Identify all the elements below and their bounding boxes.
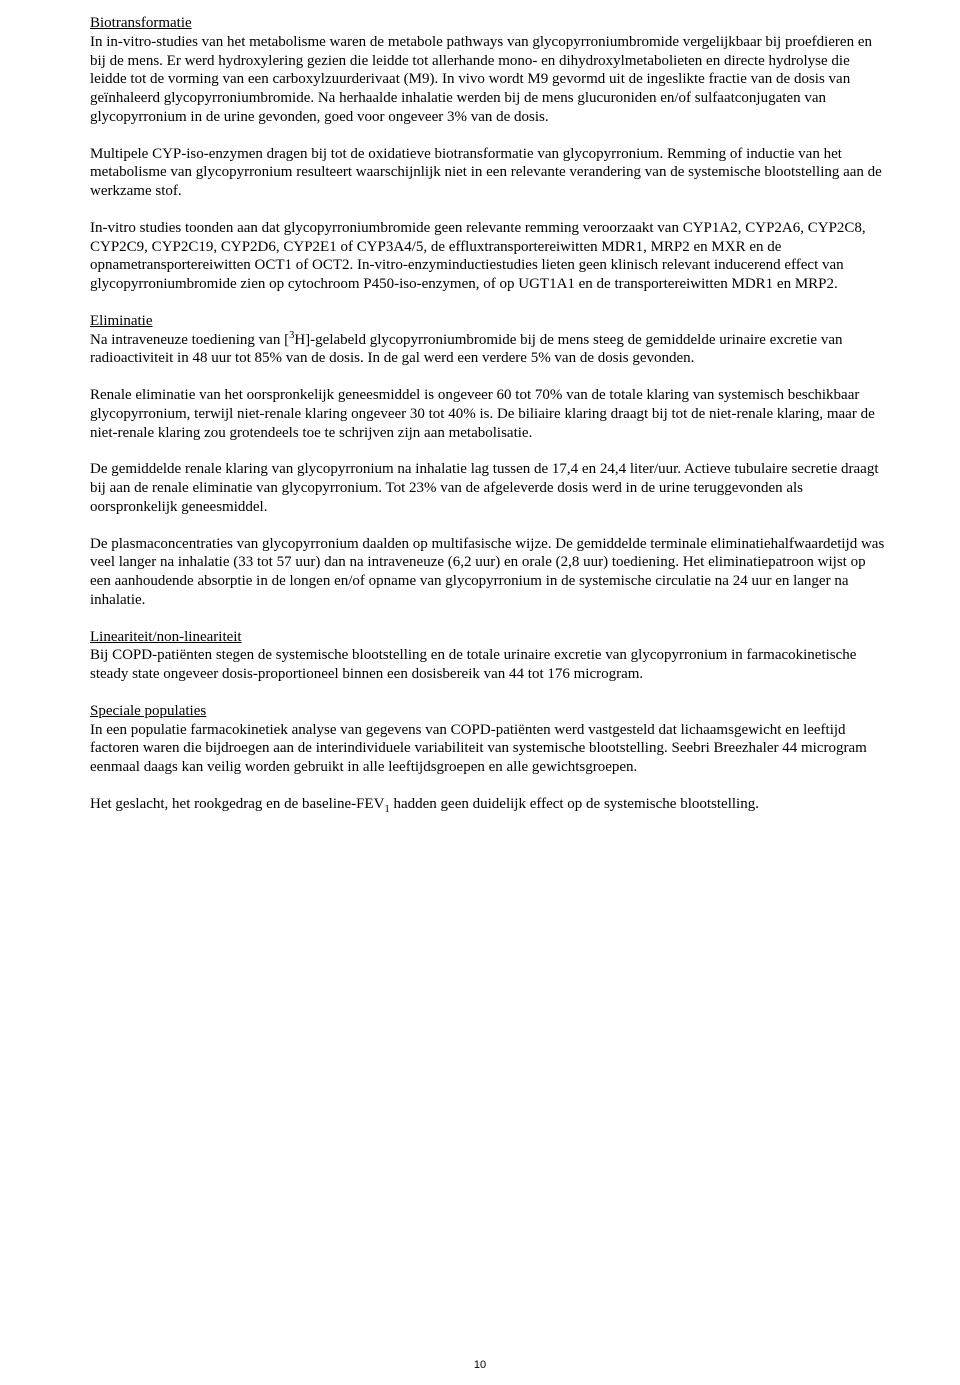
paragraph-biotransformatie-1: Biotransformatie In in-vitro-studies van… [90,14,890,127]
text-biotransformatie-p2: Multipele CYP-iso-enzymen dragen bij tot… [90,146,882,200]
text-eliminatie-p4: De plasmaconcentraties van glycopyrroniu… [90,536,884,608]
text-speciale-p2-pre: Het geslacht, het rookgedrag en de basel… [90,796,384,812]
text-biotransformatie-p3: In-vitro studies toonden aan dat glycopy… [90,220,866,292]
text-lineariteit-p1: Bij COPD-patiënten stegen de systemische… [90,647,856,682]
text-speciale-p1: In een populatie farmacokinetiek analyse… [90,722,867,776]
heading-eliminatie: Eliminatie [90,313,152,329]
paragraph-eliminatie-4: De plasmaconcentraties van glycopyrroniu… [90,535,890,610]
paragraph-biotransformatie-3: In-vitro studies toonden aan dat glycopy… [90,219,890,294]
paragraph-eliminatie-1: Eliminatie Na intraveneuze toediening va… [90,312,890,368]
paragraph-speciale-1: Speciale populaties In een populatie far… [90,702,890,777]
paragraph-speciale-2: Het geslacht, het rookgedrag en de basel… [90,795,890,814]
paragraph-lineariteit: Lineariteit/non-lineariteit Bij COPD-pat… [90,628,890,684]
paragraph-biotransformatie-2: Multipele CYP-iso-enzymen dragen bij tot… [90,145,890,201]
page-number: 10 [474,1359,486,1373]
paragraph-eliminatie-2: Renale eliminatie van het oorspronkelijk… [90,386,890,442]
heading-biotransformatie: Biotransformatie [90,15,192,31]
text-eliminatie-p3: De gemiddelde renale klaring van glycopy… [90,461,878,515]
paragraph-eliminatie-3: De gemiddelde renale klaring van glycopy… [90,460,890,516]
text-eliminatie-p2: Renale eliminatie van het oorspronkelijk… [90,387,875,441]
text-speciale-p2-post: hadden geen duidelijk effect op de syste… [390,796,759,812]
heading-speciale: Speciale populaties [90,703,206,719]
text-biotransformatie-p1: In in-vitro-studies van het metabolisme … [90,34,872,125]
document-page: Biotransformatie In in-vitro-studies van… [0,0,960,1385]
text-eliminatie-p1-pre: Na intraveneuze toediening van [ [90,332,289,348]
heading-lineariteit: Lineariteit/non-lineariteit [90,629,242,645]
